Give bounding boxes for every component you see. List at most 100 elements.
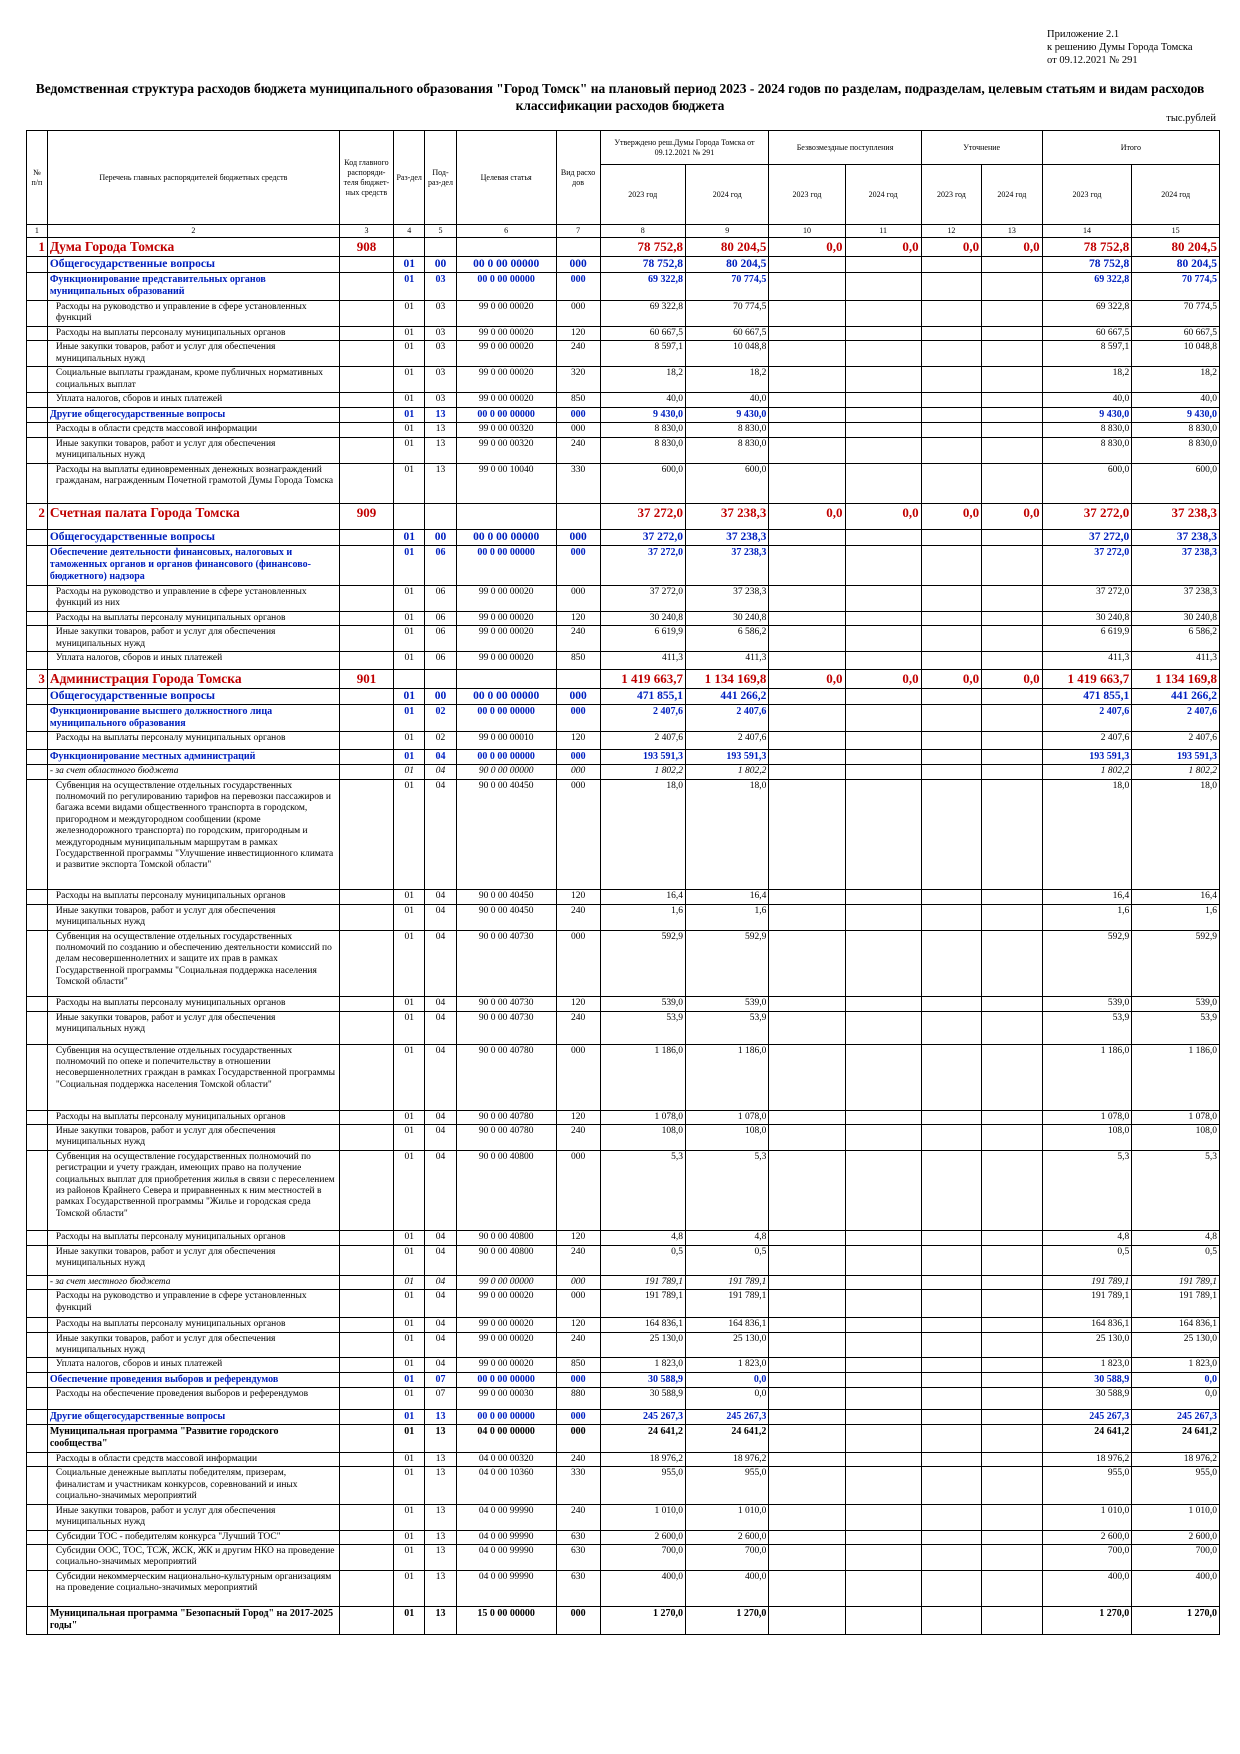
cell-approved-2023: 1 823,0 [599,1357,686,1373]
cell-code [338,1331,395,1359]
cell-vid: 000 [555,544,601,586]
cell-vid: 000 [555,584,601,612]
appendix-note: Приложение 2.1 к решению Думы Города Том… [1047,28,1237,67]
cell-approved-2024: 0,0 [684,1371,770,1388]
cell-num [26,688,48,706]
cell-vid: 120 [555,1317,601,1333]
cell-num [26,584,48,612]
cell-razdel: 01 [393,1543,426,1571]
table-row: Субсидии ООС, ТОС, ТСЖ, ЖСК, ЖК и другим… [26,1543,1220,1571]
cell-article: 90 0 00 40730 [455,929,557,997]
cell-clarify-2023 [920,1229,983,1246]
cell-podrazdel: 02 [424,731,457,751]
table-row: - за счет местного бюджета 01 04 99 0 00 00… [26,1274,1220,1291]
cell-total-2023: 53,9 [1041,1010,1133,1045]
cell-clarify-2024 [981,688,1043,706]
column-index: 1 [26,224,48,238]
table-row: Субвенция на осуществление отдельных гос… [26,929,1220,997]
cell-podrazdel: 03 [424,272,457,301]
cell-grants-2024 [844,1543,922,1571]
table-row: Расходы в области средств массовой инфор… [26,1451,1220,1468]
cell-approved-2024: 37 238,3 [684,502,770,530]
cell-podrazdel: 13 [424,462,457,504]
cell-clarify-2023 [920,1529,983,1545]
table-row: Иные закупки товаров, работ и услуг для … [26,340,1220,368]
cell-article: 99 0 00 00020 [455,392,557,409]
cell-clarify-2023 [920,1569,983,1607]
cell-vid: 120 [555,731,601,751]
cell-approved-2023: 53,9 [599,1010,686,1045]
cell-grants-2024 [844,1357,922,1373]
cell-podrazdel: 13 [424,422,457,438]
cell-podrazdel: 06 [424,651,457,671]
cell-grants-2024 [844,528,922,546]
cell-code [338,1386,395,1410]
cell-grants-2024 [844,888,922,905]
cell-grants-2024 [844,1244,922,1276]
cell-podrazdel: 03 [424,392,457,409]
cell-num [26,903,48,931]
cell-vid: 240 [555,1503,601,1531]
cell-vid [555,502,601,530]
cell-clarify-2023 [920,1543,983,1571]
cell-num [26,1605,48,1635]
cell-num [26,528,48,546]
cell-clarify-2024 [981,888,1043,905]
table-row: Муниципальная программа "Безопасный Горо… [26,1605,1220,1635]
cell-total-2024: 1 078,0 [1131,1109,1220,1126]
cell-vid: 000 [555,1605,601,1635]
cell-razdel: 01 [393,422,426,438]
cell-total-2024: 6 586,2 [1131,625,1220,653]
cell-total-2024: 9 430,0 [1131,407,1220,424]
cell-name: Расходы на выплаты персоналу муниципальн… [46,1109,340,1126]
table-row: Расходы на выплаты персоналу муниципальн… [26,610,1220,627]
cell-total-2024: 37 238,3 [1131,502,1220,530]
header-year: 2024 год [981,164,1043,225]
cell-total-2024: 955,0 [1131,1466,1220,1505]
header-razdel: Раз-дел [393,130,426,225]
cell-clarify-2023 [920,704,983,733]
cell-total-2023: 2 407,6 [1041,731,1133,751]
cell-approved-2023: 18,2 [599,366,686,394]
cell-total-2024: 37 238,3 [1131,584,1220,612]
cell-name: Расходы на выплаты персоналу муниципальн… [46,1317,340,1333]
cell-approved-2023: 40,0 [599,392,686,409]
cell-total-2023: 69 322,8 [1041,300,1133,327]
cell-approved-2023: 37 272,0 [599,502,686,530]
cell-grants-2024 [844,1124,922,1151]
budget-table: № п/п Перечень главных распорядителей бю… [26,130,1221,1635]
column-index: 4 [393,224,426,238]
cell-approved-2024: 400,0 [684,1569,770,1607]
cell-razdel: 01 [393,325,426,342]
cell-razdel: 01 [393,1529,426,1545]
cell-code [338,1466,395,1505]
cell-grants-2024 [844,1451,922,1468]
table-row: Расходы на обеспечение проведения выборо… [26,1386,1220,1410]
cell-grants-2023 [768,1503,846,1531]
cell-total-2024: 4,8 [1131,1229,1220,1246]
cell-name: Расходы на руководство и управление в сф… [46,1289,340,1319]
cell-grants-2023 [768,995,846,1012]
cell-grants-2024 [844,764,922,780]
cell-article: 99 0 00 00000 [455,1274,557,1291]
cell-clarify-2024: 0,0 [981,669,1043,690]
cell-podrazdel [424,237,457,257]
cell-vid: 120 [555,325,601,342]
cell-name: Функционирование высшего должностного ли… [46,704,340,733]
table-row: Субвенция на осуществление отдельных гос… [26,1043,1220,1111]
cell-clarify-2023 [920,1371,983,1388]
cell-approved-2023: 37 272,0 [599,584,686,612]
cell-clarify-2024 [981,1371,1043,1388]
cell-razdel: 01 [393,544,426,586]
cell-vid: 120 [555,610,601,627]
cell-total-2023: 1 186,0 [1041,1043,1133,1111]
cell-num [26,325,48,342]
cell-vid: 000 [555,1423,601,1453]
cell-clarify-2024 [981,610,1043,627]
cell-clarify-2024 [981,625,1043,653]
cell-code [338,651,395,671]
cell-num [26,544,48,586]
cell-approved-2023: 6 619,9 [599,625,686,653]
cell-approved-2024: 441 266,2 [684,688,770,706]
cell-num [26,1010,48,1045]
